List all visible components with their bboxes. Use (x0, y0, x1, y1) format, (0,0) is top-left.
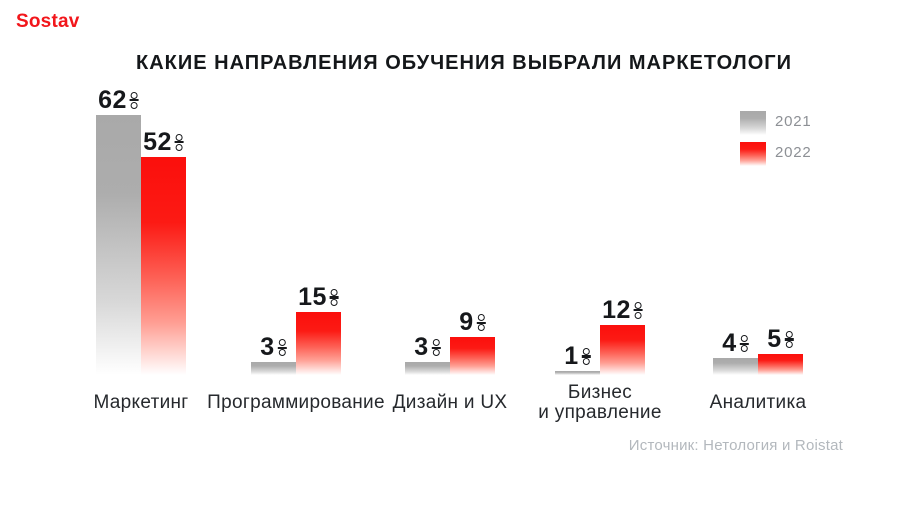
value-label-2021-category-3: 1 (564, 341, 591, 370)
percent-icon (174, 133, 184, 151)
percent-icon (431, 339, 441, 357)
value-label-2021-category-1: 3 (260, 333, 287, 362)
percent-icon (277, 339, 287, 357)
bar-2021-category-1 (251, 362, 296, 375)
value-label-2021-category-0: 62 (98, 85, 139, 114)
legend-item-2021: 2021 (740, 111, 812, 135)
value-label-2021-category-2: 3 (414, 333, 441, 362)
category-label-0: Маркетинг (93, 392, 189, 413)
value-label-2022-category-0: 52 (143, 127, 184, 156)
value-label-2022-category-4: 5 (767, 325, 794, 353)
percent-icon (129, 91, 139, 109)
legend-item-2022: 2022 (740, 142, 812, 166)
source-note: Источник: Нетология и Roistat (628, 437, 843, 454)
value-number: 4 (722, 329, 737, 358)
legend-label-2021: 2021 (775, 113, 812, 130)
bar-2022-category-0 (141, 156, 186, 375)
bar-2021-category-0 (96, 114, 141, 375)
bar-2022-category-4 (758, 354, 803, 375)
legend-label-2022: 2022 (775, 144, 812, 161)
value-number: 12 (602, 295, 631, 324)
percent-icon (476, 314, 486, 332)
legend: 2021 2022 (740, 111, 812, 173)
category-label-4: Аналитика (709, 392, 807, 413)
value-number: 62 (98, 85, 127, 114)
value-label-2022-category-1: 15 (298, 283, 339, 311)
value-label-2022-category-2: 9 (459, 308, 486, 337)
percent-icon (784, 331, 794, 348)
value-number: 15 (298, 283, 327, 311)
sostav-logo: Sostav (16, 11, 80, 32)
percent-icon (633, 301, 643, 319)
value-label-2021-category-4: 4 (722, 329, 749, 358)
category-label-1: Программирование (207, 392, 385, 413)
legend-swatch-2021-icon (740, 111, 766, 135)
percent-icon (739, 335, 749, 353)
category-label-2: Дизайн и UX (392, 392, 508, 413)
bar-2021-category-3 (555, 370, 600, 375)
value-number: 3 (260, 333, 275, 362)
bar-2022-category-3 (600, 324, 645, 375)
chart-title: КАКИЕ НАПРАВЛЕНИЯ ОБУЧЕНИЯ ВЫБРАЛИ МАРКЕ… (136, 52, 792, 74)
percent-icon (581, 347, 591, 365)
value-number: 9 (459, 308, 474, 337)
bar-2021-category-2 (405, 362, 450, 375)
plot-area: 62 52 Маркетинг 3 15 Программирование 3 9 Дизайн… (93, 85, 806, 422)
bar-2022-category-2 (450, 337, 495, 375)
value-number: 3 (414, 333, 429, 362)
bar-2022-category-1 (296, 312, 341, 375)
category-label-3: Бизнес и управление (538, 382, 662, 423)
value-number: 5 (767, 325, 782, 353)
value-label-2022-category-3: 12 (602, 295, 643, 324)
bar-2021-category-4 (713, 358, 758, 375)
legend-swatch-2022-icon (740, 142, 766, 166)
percent-icon (329, 289, 339, 306)
value-number: 1 (564, 341, 579, 370)
value-number: 52 (143, 127, 172, 156)
